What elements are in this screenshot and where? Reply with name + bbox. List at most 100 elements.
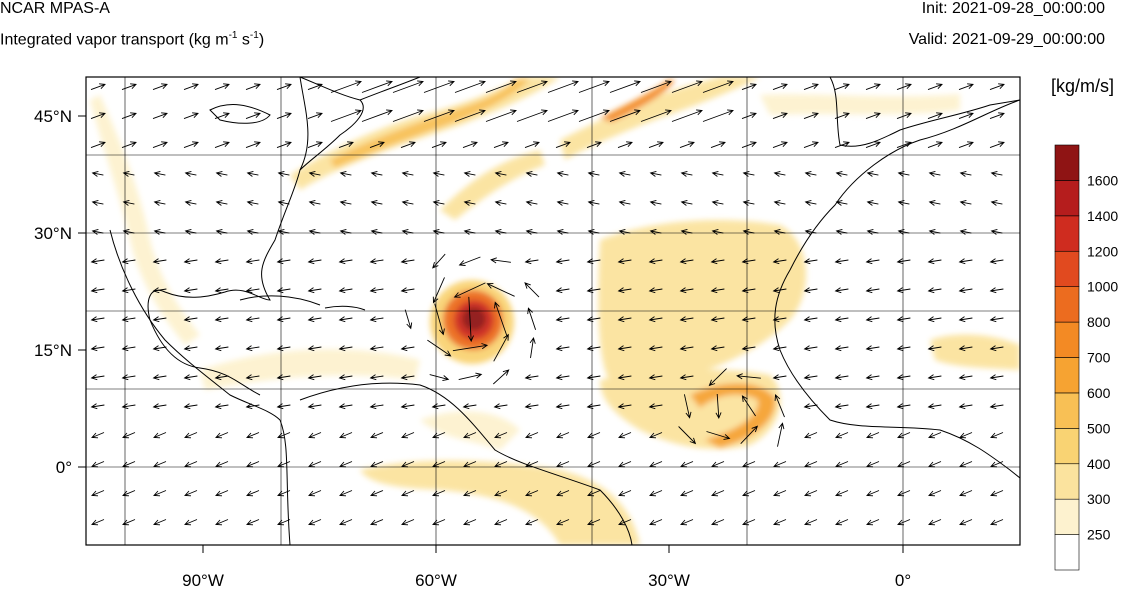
ivt-vector-arrow (369, 374, 384, 381)
ivt-vector-arrow (370, 490, 384, 497)
ivt-vector-arrow (307, 374, 322, 381)
ivt-vector-arrow (648, 345, 663, 352)
ivt-vector-arrow (897, 199, 910, 206)
ivt-caribbean (200, 349, 420, 390)
ivt-vector-arrow (680, 461, 694, 468)
ivt-vector-arrow (215, 432, 229, 439)
lon-label-0: 0° (895, 571, 911, 590)
colorbar-label: 250 (1087, 527, 1111, 543)
ivt-vector-arrow (277, 519, 291, 526)
ivt-vector-arrow (742, 228, 755, 235)
ivt-vector-arrow (896, 83, 912, 91)
ivt-vector-arrow (453, 282, 486, 298)
ivt-vector-arrow (556, 228, 569, 235)
ivt-vector-arrow (587, 432, 601, 439)
ivt-plume-tail (760, 94, 960, 115)
ivt-vector-arrow (927, 141, 943, 149)
ivt-vector-arrow (91, 199, 104, 206)
colorbar-label: 1600 (1087, 172, 1118, 188)
ivt-vector-arrow (90, 374, 105, 381)
ivt-vector-arrow (277, 490, 291, 497)
ivt-vector-arrow (648, 403, 663, 410)
ivt-vector-arrow (772, 258, 787, 265)
ivt-vector-arrow (215, 461, 229, 468)
ivt-vector-arrow (959, 170, 972, 177)
ivt-vector-arrow (896, 258, 911, 265)
ivt-vector-arrow (121, 374, 136, 381)
ivt-vector-arrow (246, 519, 260, 526)
colorbar-label: 600 (1087, 385, 1111, 401)
ivt-vector-arrow (525, 432, 539, 439)
ivt-vector-arrow (183, 403, 198, 410)
ivt-vector-arrow (492, 369, 510, 385)
ivt-vector-arrow (835, 519, 849, 526)
ivt-vector-arrow (835, 199, 848, 206)
title-variable: Integrated vapor transport (kg m-1 s-1) (0, 30, 264, 49)
ivt-vector-arrow (494, 301, 508, 336)
ivt-vector-arrow (834, 287, 849, 294)
ivt-vector-arrow (122, 490, 136, 497)
ivt-vector-arrow (618, 519, 632, 526)
ivt-vector-arrow (463, 461, 477, 468)
ivt-vector-arrow (556, 199, 569, 206)
ivt-vector-arrow (339, 170, 352, 177)
ivt-vector-arrow (865, 287, 880, 294)
ivt-vector-arrow (184, 170, 197, 177)
ivt-vector-arrow (617, 403, 632, 410)
ivt-vector-arrow (866, 519, 880, 526)
ivt-vector-arrow (586, 287, 601, 294)
ivt-vector-arrow (617, 141, 633, 149)
coast-great-lakes (209, 104, 271, 124)
ivt-vector-arrow (400, 141, 416, 149)
ivt-vector-arrow (339, 461, 353, 468)
ivt-vector-arrow (122, 199, 135, 206)
ivt-vector-arrow (524, 403, 539, 410)
ivt-vector-arrow (361, 109, 393, 122)
ivt-vector-arrow (711, 461, 725, 468)
ivt-vector-arrow (493, 141, 509, 149)
ivt-vector-arrow (121, 141, 137, 149)
lat-label-15n: 15°N (34, 341, 72, 360)
ivt-vector-arrow (423, 80, 455, 93)
ivt-vector-arrow (679, 287, 694, 294)
ivt-vector-arrow (711, 228, 724, 235)
ivt-vector-arrow (432, 199, 445, 206)
ivt-vector-arrow (153, 490, 167, 497)
ivt-vector-arrow (458, 372, 483, 381)
ivt-vector-arrow (555, 374, 570, 381)
ivt-vector-arrow (245, 345, 260, 352)
ivt-vector-arrow (276, 112, 292, 120)
coast-cuba (239, 295, 321, 306)
coast-labrador (359, 77, 421, 101)
ivt-vector-arrow (463, 199, 476, 206)
ivt-vector-arrow (555, 287, 570, 294)
ivt-vector-arrow (454, 109, 486, 122)
ivt-vector-arrow (680, 170, 693, 177)
ivt-vector-arrow (927, 403, 942, 410)
ivt-vector-arrow (494, 519, 508, 526)
coastlines (109, 77, 1020, 545)
ivt-vector-arrow (91, 228, 104, 235)
ivt-vector-arrow (742, 519, 756, 526)
map-panel (86, 77, 1020, 545)
ivt-vector-arrow (370, 432, 384, 439)
ivt-vector-arrow (392, 80, 424, 93)
ivt-vector-arrow (711, 519, 725, 526)
ivt-vector-arrow (494, 461, 508, 468)
ivt-vector-arrow (617, 258, 632, 265)
ivt-vector-arrow (711, 170, 724, 177)
ivt-vector-arrow (772, 287, 787, 294)
ivt-vector-arrow (578, 80, 610, 93)
ivt-vector-arrow (928, 490, 942, 497)
ivt-vector-arrow (184, 432, 198, 439)
units-s: s (237, 31, 250, 49)
ivt-vector-arrow (586, 374, 601, 381)
ivt-vector-arrow (307, 316, 322, 323)
ivt-vector-arrow (834, 83, 850, 91)
ivt-vector-arrow (401, 519, 415, 526)
ivt-vector-arrow (959, 228, 972, 235)
ivt-vector-arrow (276, 83, 292, 91)
colorbar-swatch (1054, 144, 1080, 181)
colorbar-swatch (1054, 392, 1080, 429)
ivt-vector-arrow (245, 83, 261, 91)
